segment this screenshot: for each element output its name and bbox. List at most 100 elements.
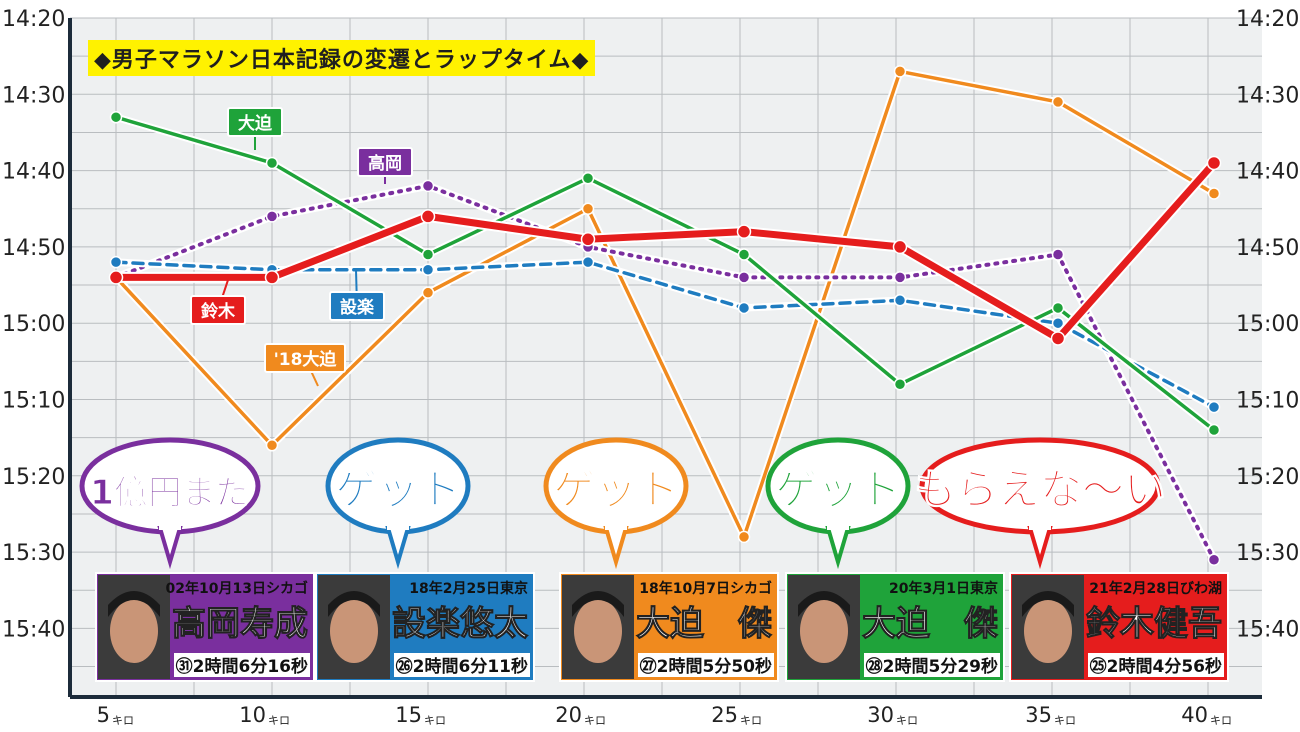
series-point <box>1051 301 1065 315</box>
y-tick-label-left: 15:20 <box>2 465 65 490</box>
series-point <box>737 301 751 315</box>
series-label-box <box>227 107 283 137</box>
record-time-box <box>864 653 1000 677</box>
record-date: 02年10月13日シカゴ <box>166 580 308 597</box>
series-line <box>112 159 1218 342</box>
series-point <box>737 530 751 544</box>
record-name: 設楽悠太 <box>392 604 528 644</box>
speech-bubble-text: ゲット <box>775 465 901 514</box>
series-point <box>1051 316 1065 330</box>
record-time-box <box>1088 653 1224 677</box>
series-point <box>264 270 280 285</box>
series-label: 鈴木 <box>201 301 236 322</box>
record-time-box <box>638 653 774 677</box>
record-name: 大迫 傑 <box>636 604 772 644</box>
chart-title: ◆男子マラソン日本記録の変遷とラップタイム◆ <box>88 40 596 76</box>
series-point <box>892 239 908 255</box>
athlete-photo-hair <box>572 591 624 617</box>
y-tick-label-right: 14:50 <box>1236 236 1299 261</box>
y-tick-label-right: 14:30 <box>1236 83 1299 108</box>
record-time: ㉘2時間5分29秒 <box>866 656 998 677</box>
record-name: 大迫 傑 <box>862 604 998 644</box>
record-time-box <box>174 653 310 677</box>
x-tick-unit: キロ <box>896 714 918 727</box>
x-tick-label: 20 <box>555 703 582 727</box>
series-line <box>114 69 1216 539</box>
series-point <box>421 286 435 299</box>
record-date: 21年2月28日びわ湖 <box>1089 580 1222 597</box>
record-time: ㉕2時間4分56秒 <box>1090 656 1222 677</box>
series-point <box>737 248 751 261</box>
x-tick-label: 25 <box>711 703 738 727</box>
record-date: 20年3月1日東京 <box>889 580 998 597</box>
x-tick-label: 30 <box>867 703 894 727</box>
series-point <box>581 255 595 269</box>
athlete-photo-hair <box>328 591 380 617</box>
series-point <box>1207 423 1221 437</box>
x-tick-unit: キロ <box>584 714 606 727</box>
series-point <box>893 65 907 78</box>
series-point <box>580 232 596 247</box>
series-point <box>581 202 595 215</box>
x-tick-unit: キロ <box>268 714 290 727</box>
y-tick-label-left: 14:30 <box>2 83 65 108</box>
x-tick-label: 10 <box>239 703 266 727</box>
series-label: 設楽 <box>340 297 375 318</box>
series-point <box>265 439 279 452</box>
speech-bubble-tail-mask <box>159 524 181 530</box>
y-tick-label-left: 15:30 <box>2 541 65 566</box>
y-tick-label-left: 14:50 <box>2 236 65 261</box>
x-tick-unit: キロ <box>1210 714 1232 727</box>
series-point <box>893 271 907 284</box>
record-name: 鈴木健吾 <box>1086 604 1222 644</box>
series-label: 大迫 <box>238 113 273 134</box>
series-point <box>109 255 123 269</box>
athlete-photo-face <box>574 599 622 663</box>
record-time: ㉗2時間5分50秒 <box>640 656 772 677</box>
record-date: 18年10月7日シカゴ <box>639 580 772 597</box>
series-point <box>421 248 435 261</box>
series-point <box>265 156 279 170</box>
record-time: ㉛2時間6分16秒 <box>176 656 308 677</box>
speech-bubble-tail-mask <box>1029 524 1051 530</box>
series-label-box <box>329 291 385 321</box>
series-point <box>109 110 123 124</box>
x-tick-label: 5 <box>97 703 110 727</box>
series-label-box <box>190 295 246 325</box>
y-tick-label-left: 15:00 <box>2 312 65 337</box>
series-point <box>737 271 751 284</box>
athlete-photo-face <box>110 599 158 663</box>
series-point <box>1051 95 1065 109</box>
series-point <box>1207 187 1221 200</box>
x-tick-label: 40 <box>1181 703 1208 727</box>
series-point <box>421 179 435 193</box>
series-label-box <box>264 343 346 373</box>
speech-bubble-text: もらえな〜い <box>914 465 1166 514</box>
athlete-photo-hair <box>798 591 850 617</box>
y-tick-label-left: 14:20 <box>2 7 65 32</box>
record-time-box <box>394 653 530 677</box>
y-tick-label-right: 15:40 <box>1236 617 1299 642</box>
x-tick-unit: キロ <box>740 714 762 727</box>
series-label: 高岡 <box>368 153 402 174</box>
series-point <box>1051 248 1065 261</box>
series-point <box>108 270 124 285</box>
series-point <box>1207 553 1221 566</box>
y-tick-label-left: 15:10 <box>2 389 65 414</box>
series-point <box>420 209 436 224</box>
series-label: '18大迫 <box>274 349 338 370</box>
series-line <box>114 183 1216 562</box>
y-tick-label-right: 15:30 <box>1236 541 1299 566</box>
series-point <box>1206 155 1222 171</box>
series-label-box <box>357 147 413 177</box>
athlete-photo-hair <box>1022 591 1074 617</box>
record-name: 高岡寿成 <box>172 604 308 644</box>
series-point <box>421 263 435 277</box>
y-tick-label-right: 15:10 <box>1236 389 1299 414</box>
athlete-photo-face <box>1024 599 1072 663</box>
series-point <box>1050 331 1066 346</box>
speech-bubble-text: ゲット <box>335 465 461 514</box>
series-point <box>893 377 907 391</box>
speech-bubble-tail-mask <box>827 524 849 530</box>
